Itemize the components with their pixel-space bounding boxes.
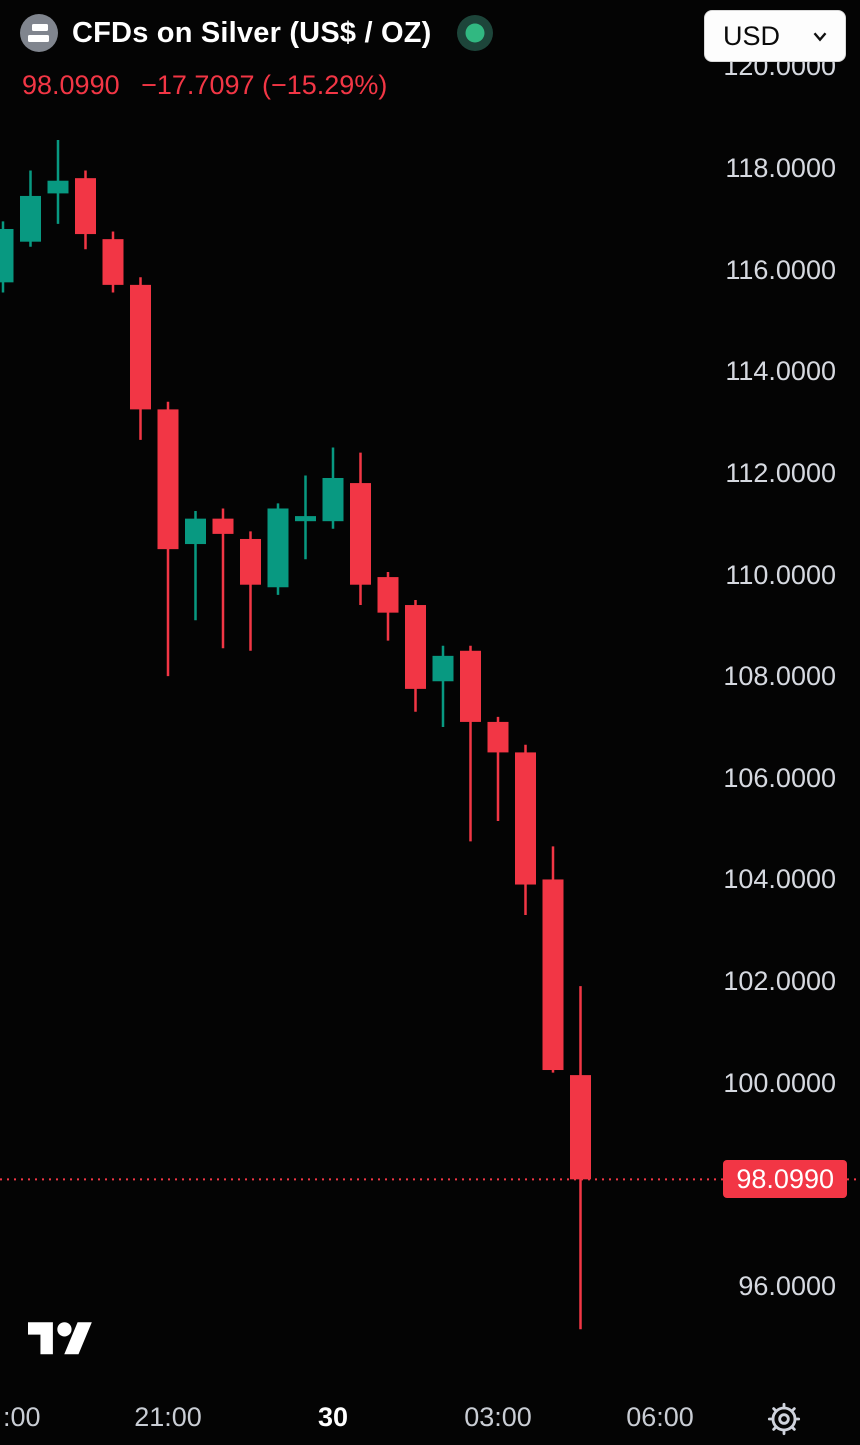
time-axis-label: 21:00 (134, 1402, 202, 1432)
candle (350, 452, 371, 606)
price-axis-label: 118.0000 (725, 153, 836, 183)
candle (20, 170, 41, 247)
price-axis-label: 110.0000 (725, 559, 836, 590)
candle (295, 475, 316, 560)
candle (487, 716, 509, 822)
price-axis-label: 108.0000 (723, 661, 836, 692)
price-change-text: −17.7097 (−15.29%) (141, 70, 388, 100)
settings-gear-icon[interactable] (764, 1399, 804, 1439)
candle (75, 170, 96, 250)
price-axis-label: 116.0000 (725, 254, 836, 285)
price-axis-label: 102.0000 (723, 966, 836, 997)
candle (130, 277, 151, 440)
time-axis-label: 06:00 (626, 1402, 694, 1432)
symbol-header: CFDs on Silver (US$ / OZ) (20, 14, 494, 52)
price-axis-label: 114.0000 (725, 356, 836, 387)
price-axis-label: 96.0000 (738, 1271, 836, 1301)
candle (47, 140, 69, 224)
time-axis-label: 30 (317, 1402, 349, 1432)
price-axis-label: 112.0000 (725, 457, 836, 488)
currency-selector-value: USD (723, 20, 781, 51)
candle (102, 231, 124, 293)
last-price-badge: 98.0990 (723, 1160, 847, 1199)
price-axis-label: 106.0000 (723, 762, 836, 793)
quote-row: 98.0990 −17.7097 (−15.29%) (22, 70, 387, 101)
chevron-down-icon (813, 32, 827, 42)
time-axis-label: 03:00 (464, 1402, 532, 1432)
candle (405, 599, 426, 712)
time-axis[interactable]: :00 21:00 30 03:00 06:00 (0, 1385, 860, 1445)
price-axis-label: 100.0000 (723, 1067, 836, 1098)
candle (157, 401, 179, 677)
candle (432, 645, 454, 727)
candle (377, 572, 399, 641)
candle (515, 744, 536, 916)
silver-bars-icon (20, 14, 58, 52)
candle (0, 221, 14, 293)
candle (240, 531, 261, 651)
market-status-icon[interactable] (456, 14, 494, 52)
candle (212, 508, 234, 649)
last-price-text: 98.0990 (22, 70, 120, 100)
time-axis-label: :00 (3, 1402, 41, 1432)
candle (570, 986, 591, 1330)
currency-selector[interactable]: USD (704, 10, 846, 62)
candle (460, 645, 481, 842)
candle (267, 503, 289, 595)
candle (322, 447, 344, 529)
price-axis-label: 104.0000 (723, 864, 836, 895)
symbol-title[interactable]: CFDs on Silver (US$ / OZ) (72, 16, 432, 49)
tradingview-logo[interactable] (28, 1315, 92, 1365)
candle (542, 846, 564, 1073)
candle (185, 511, 206, 621)
